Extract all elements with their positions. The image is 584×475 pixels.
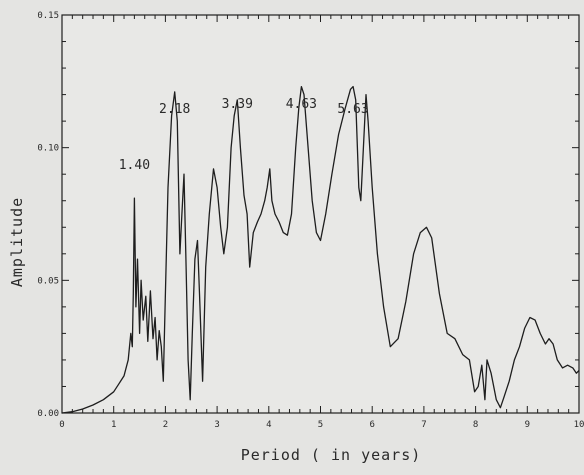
series-line — [61, 85, 580, 414]
y-tick-label: 0.15 — [37, 11, 59, 21]
x-tick-label: 2 — [163, 420, 168, 430]
x-tick-label: 3 — [214, 420, 219, 430]
x-tick-label: 4 — [266, 420, 271, 430]
peak-annotation: 1.40 — [119, 158, 150, 173]
x-tick-label: 0 — [59, 420, 64, 430]
plot-frame — [61, 14, 580, 414]
peak-annotation: 5.63 — [337, 102, 368, 117]
peak-annotation: 4.63 — [286, 97, 317, 112]
annotations-layer: 1.40 2.18 3.39 4.63 5.63 — [119, 97, 369, 173]
x-tick-label: 6 — [369, 420, 374, 430]
peak-annotation: 2.18 — [159, 102, 190, 117]
ticks-layer: 0 1 2 3 4 5 6 7 8 9 10 0.00 0.05 0.10 0.15 — [37, 11, 584, 430]
x-tick-label: 5 — [318, 420, 323, 430]
x-tick-label: 9 — [525, 420, 530, 430]
y-tick-label: 0.10 — [37, 144, 59, 154]
y-axis-label: Amplitude — [8, 197, 26, 287]
x-axis-label: Period ( in years) — [241, 446, 422, 464]
x-tick-label: 8 — [473, 420, 478, 430]
y-tick-label: 0.05 — [37, 276, 59, 286]
peak-annotation: 3.39 — [222, 97, 253, 112]
y-tick-label: 0.00 — [37, 409, 59, 419]
x-tick-label: 7 — [421, 420, 426, 430]
x-tick-label: 1 — [111, 420, 116, 430]
x-tick-label: 10 — [574, 420, 584, 430]
